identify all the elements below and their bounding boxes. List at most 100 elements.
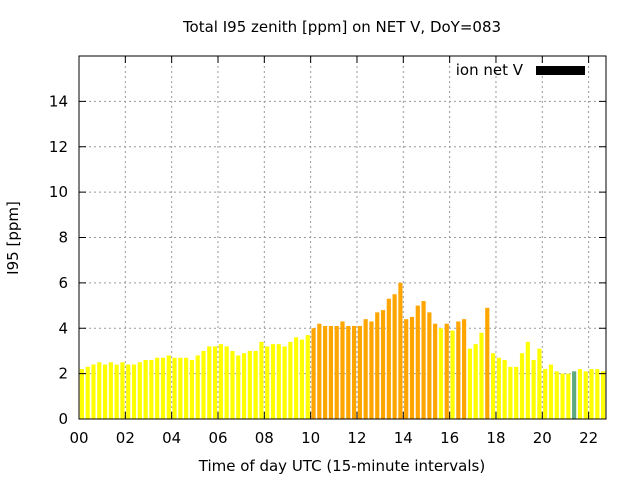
bar — [409, 316, 415, 419]
bar — [421, 301, 426, 419]
bar — [543, 369, 548, 419]
bar — [479, 332, 484, 419]
bar — [560, 373, 565, 419]
bar — [566, 373, 571, 419]
bar — [351, 325, 357, 419]
bar — [433, 323, 438, 419]
bar — [444, 323, 449, 419]
bar — [259, 341, 264, 419]
bar — [380, 310, 386, 419]
bar — [149, 360, 154, 419]
bar — [207, 346, 212, 419]
bar — [537, 348, 542, 419]
x-tick-label: 02 — [116, 429, 135, 447]
bar — [490, 353, 496, 419]
y-tick-label: 10 — [49, 183, 68, 201]
bar — [502, 360, 507, 419]
bar — [375, 312, 380, 419]
bar — [195, 355, 200, 419]
bar — [137, 362, 142, 419]
bar — [548, 364, 554, 419]
bar — [236, 355, 241, 419]
bar — [525, 341, 530, 419]
bar — [369, 321, 374, 419]
x-tick-label: 18 — [486, 429, 505, 447]
x-tick-label: 04 — [162, 429, 181, 447]
legend-swatch — [536, 66, 585, 75]
y-tick-label: 4 — [58, 319, 68, 337]
bar — [126, 364, 131, 419]
bar — [531, 360, 536, 419]
bar — [166, 355, 171, 419]
bar — [184, 357, 189, 419]
y-tick-label: 0 — [58, 410, 68, 428]
bar — [589, 369, 594, 419]
bar — [230, 350, 235, 419]
bar — [189, 360, 195, 419]
x-tick-label: 12 — [347, 429, 366, 447]
y-axis-label: I95 [ppm] — [4, 201, 22, 275]
bar — [554, 371, 559, 419]
bar — [305, 335, 310, 419]
y-tick-label: 12 — [49, 138, 68, 156]
x-tick-label: 06 — [208, 429, 227, 447]
bar — [438, 328, 444, 419]
y-tick-label: 2 — [58, 365, 68, 383]
bar — [143, 360, 148, 419]
bar — [265, 346, 270, 419]
bar — [508, 366, 513, 419]
bar — [363, 319, 368, 419]
bar — [346, 325, 351, 419]
bar — [97, 362, 102, 419]
x-tick-label: 14 — [394, 429, 413, 447]
chart-title: Total I95 zenith [ppm] on NET V, DoY=083 — [182, 18, 501, 36]
bar — [427, 312, 432, 419]
bar — [160, 357, 166, 419]
bar — [114, 364, 119, 419]
x-tick-label: 08 — [255, 429, 274, 447]
y-tick-label: 6 — [58, 274, 68, 292]
bar — [456, 321, 461, 419]
bar — [583, 371, 588, 419]
bar — [473, 344, 478, 419]
bar — [224, 346, 229, 419]
bar — [288, 341, 293, 419]
bar — [276, 344, 281, 419]
bar — [577, 369, 583, 419]
bar — [485, 307, 490, 419]
bar — [201, 350, 206, 419]
bar — [178, 357, 183, 419]
bar — [398, 282, 403, 419]
bar — [404, 319, 409, 419]
bar — [213, 346, 218, 419]
bar — [328, 325, 334, 419]
bar — [514, 366, 519, 419]
bar — [519, 353, 525, 419]
bar — [241, 353, 247, 419]
bar — [108, 362, 113, 419]
bar — [467, 348, 472, 419]
ticks — [78, 56, 606, 420]
bar — [253, 350, 258, 419]
bar — [294, 337, 299, 419]
y-tick-label: 8 — [58, 229, 68, 247]
bar — [131, 364, 137, 419]
x-tick-label: 00 — [69, 429, 88, 447]
bar — [340, 321, 345, 419]
bars — [79, 282, 606, 419]
legend-label: ion net V — [456, 61, 524, 79]
bar — [218, 344, 223, 419]
bar — [323, 325, 328, 419]
bar — [299, 339, 305, 419]
bar — [595, 369, 600, 419]
x-tick-label: 20 — [533, 429, 552, 447]
bar — [601, 371, 606, 419]
bar — [91, 364, 96, 419]
bar — [450, 330, 455, 419]
bar — [102, 364, 108, 419]
bar — [334, 325, 339, 419]
grid — [79, 56, 606, 419]
bar — [357, 325, 362, 419]
